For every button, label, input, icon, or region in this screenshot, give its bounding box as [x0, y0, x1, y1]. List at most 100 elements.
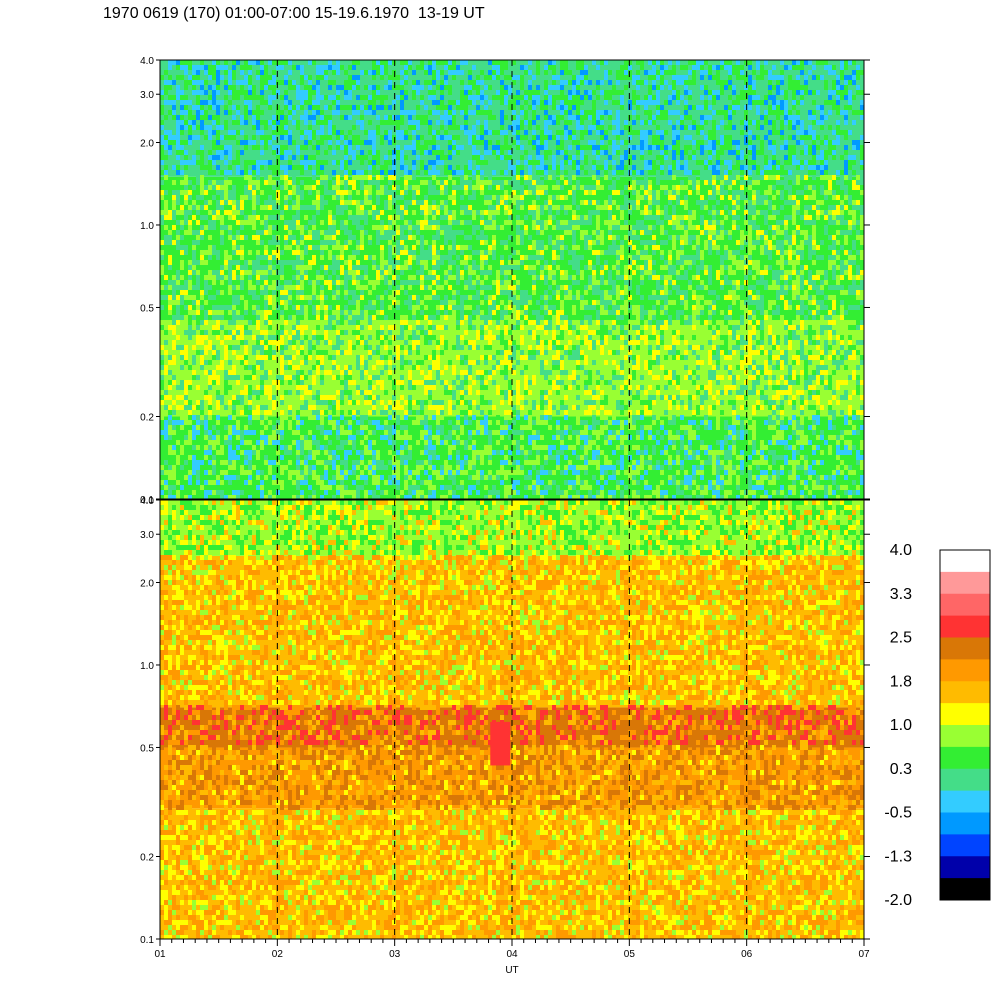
heatmap-cell: [292, 335, 296, 340]
heatmap-cell: [376, 295, 380, 300]
heatmap-cell: [456, 440, 460, 445]
heatmap-cell: [288, 465, 292, 470]
heatmap-cell: [440, 370, 444, 375]
heatmap-cell: [272, 150, 276, 155]
heatmap-cell: [212, 305, 216, 310]
heatmap-cell: [432, 185, 436, 190]
heatmap-cell: [520, 95, 524, 100]
heatmap-cell: [356, 390, 360, 395]
heatmap-cell: [512, 250, 516, 255]
heatmap-cell: [532, 180, 536, 185]
heatmap-cell: [236, 60, 240, 65]
heatmap-cell: [284, 145, 288, 150]
heatmap-cell: [428, 465, 432, 470]
heatmap-cell: [376, 495, 380, 499]
heatmap-cell: [196, 475, 200, 480]
heatmap-cell: [372, 495, 376, 499]
heatmap-cell: [220, 215, 224, 220]
heatmap-cell: [408, 285, 412, 290]
heatmap-cell: [468, 210, 472, 215]
heatmap-cell: [468, 405, 472, 410]
heatmap-cell: [356, 215, 360, 220]
heatmap-cell: [280, 275, 284, 280]
heatmap-cell: [412, 455, 416, 460]
heatmap-cell: [264, 220, 268, 225]
heatmap-cell: [224, 210, 228, 215]
heatmap-cell: [528, 80, 532, 85]
heatmap-cell: [420, 415, 424, 420]
heatmap-cell: [244, 310, 248, 315]
heatmap-cell: [348, 200, 352, 205]
heatmap-cell: [260, 430, 264, 435]
heatmap-cell: [284, 90, 288, 95]
heatmap-cell: [384, 390, 388, 395]
heatmap-cell: [276, 200, 280, 205]
heatmap-cell: [184, 475, 188, 480]
heatmap-cell: [420, 280, 424, 285]
heatmap-cell: [536, 250, 540, 255]
heatmap-cell: [316, 95, 320, 100]
heatmap-cell: [296, 165, 300, 170]
heatmap-cell: [200, 90, 204, 95]
heatmap-cell: [172, 225, 176, 230]
heatmap-cell: [492, 475, 496, 480]
heatmap-cell: [424, 225, 428, 230]
heatmap-cell: [340, 395, 344, 400]
heatmap-cell: [284, 165, 288, 170]
heatmap-cell: [228, 110, 232, 115]
heatmap-cell: [536, 260, 540, 265]
heatmap-cell: [436, 355, 440, 360]
heatmap-cell: [536, 460, 540, 465]
heatmap-cell: [184, 125, 188, 130]
heatmap-cell: [180, 485, 184, 490]
heatmap-cell: [516, 175, 520, 180]
heatmap-cell: [536, 430, 540, 435]
heatmap-cell: [356, 420, 360, 425]
heatmap-cell: [356, 310, 360, 315]
heatmap-cell: [220, 270, 224, 275]
heatmap-cell: [336, 485, 340, 490]
heatmap-cell: [512, 470, 516, 475]
heatmap-cell: [172, 275, 176, 280]
heatmap-cell: [288, 405, 292, 410]
heatmap-cell: [448, 305, 452, 310]
heatmap-cell: [452, 210, 456, 215]
heatmap-cell: [420, 285, 424, 290]
heatmap-cell: [260, 230, 264, 235]
heatmap-cell: [452, 300, 456, 305]
heatmap-cell: [444, 210, 448, 215]
heatmap-cell: [372, 385, 376, 390]
heatmap-cell: [464, 330, 468, 335]
heatmap-cell: [444, 65, 448, 70]
heatmap-cell: [240, 405, 244, 410]
heatmap-cell: [336, 65, 340, 70]
heatmap-cell: [220, 235, 224, 240]
heatmap-cell: [392, 390, 396, 395]
heatmap-cell: [292, 225, 296, 230]
heatmap-cell: [344, 350, 348, 355]
heatmap-cell: [252, 60, 256, 65]
heatmap-cell: [260, 140, 264, 145]
heatmap-cell: [268, 270, 272, 275]
heatmap-cell: [532, 190, 536, 195]
heatmap-cell: [216, 145, 220, 150]
heatmap-cell: [448, 420, 452, 425]
heatmap-cell: [368, 290, 372, 295]
heatmap-cell: [536, 195, 540, 200]
heatmap-cell: [280, 345, 284, 350]
heatmap-cell: [400, 105, 404, 110]
heatmap-cell: [424, 380, 428, 385]
heatmap-cell: [400, 135, 404, 140]
heatmap-cell: [228, 430, 232, 435]
heatmap-cell: [324, 120, 328, 125]
heatmap-cell: [336, 195, 340, 200]
heatmap-cell: [224, 190, 228, 195]
heatmap-cell: [508, 315, 512, 320]
heatmap-cell: [184, 155, 188, 160]
heatmap-cell: [364, 310, 368, 315]
heatmap-cell: [312, 290, 316, 295]
heatmap-cell: [288, 190, 292, 195]
heatmap-cell: [192, 310, 196, 315]
heatmap-cell: [472, 260, 476, 265]
